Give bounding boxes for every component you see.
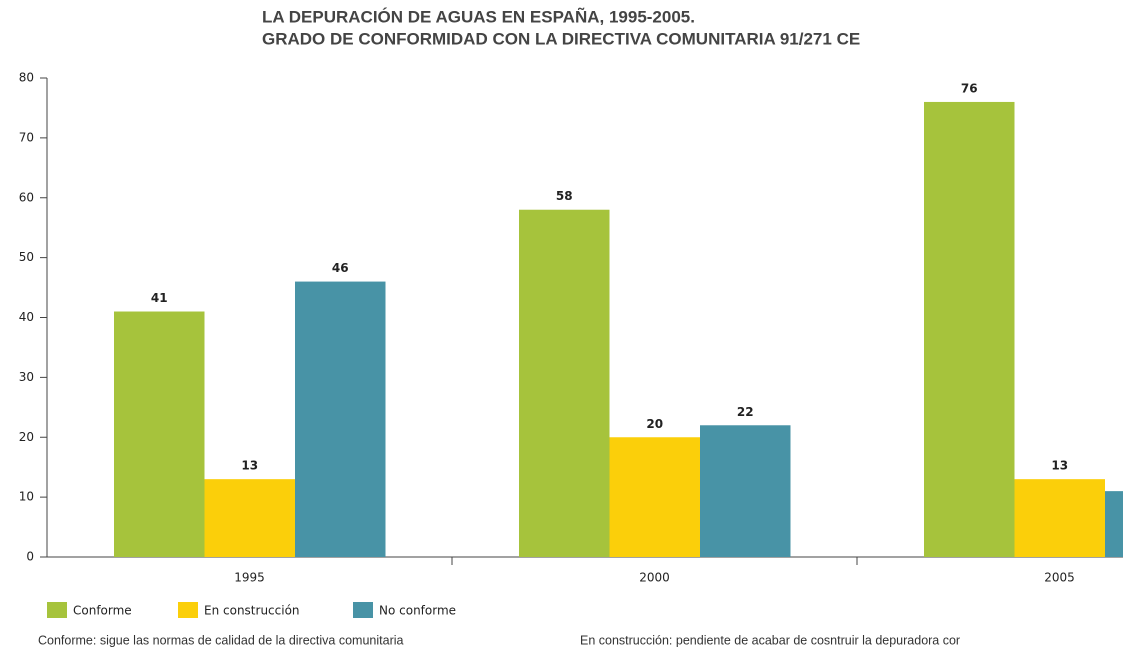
y-tick-label: 50 xyxy=(19,250,34,264)
bar xyxy=(204,479,295,557)
y-tick-label: 30 xyxy=(19,370,34,384)
legend-label: En construcción xyxy=(204,604,300,618)
legend-label: No conforme xyxy=(379,604,456,618)
value-label: 46 xyxy=(332,261,349,275)
x-tick-label: 2005 xyxy=(1044,571,1075,585)
value-label: 13 xyxy=(1051,459,1068,473)
chart-title: LA DEPURACIÓN DE AGUAS EN ESPAÑA, 1995-2… xyxy=(262,6,695,26)
value-label: 76 xyxy=(961,81,978,95)
note: En construcción: pendiente de acabar de … xyxy=(580,633,960,647)
value-label: 13 xyxy=(241,459,258,473)
note: Conforme: sigue las normas de calidad de… xyxy=(38,633,404,647)
bar xyxy=(609,437,700,557)
bar xyxy=(295,281,386,557)
y-tick-label: 80 xyxy=(19,71,34,85)
value-label: 41 xyxy=(151,291,168,305)
x-tick-label: 2000 xyxy=(639,571,670,585)
value-label: 22 xyxy=(737,405,754,419)
bar xyxy=(1014,479,1105,557)
bar xyxy=(114,311,205,557)
legend-label: Conforme xyxy=(73,604,132,618)
y-tick-label: 0 xyxy=(26,550,34,564)
y-tick-label: 60 xyxy=(19,190,34,204)
x-tick-label: 1995 xyxy=(234,571,265,585)
legend-swatch xyxy=(47,602,67,618)
legend-swatch xyxy=(353,602,373,618)
bar xyxy=(519,209,610,557)
y-tick-label: 70 xyxy=(19,130,34,144)
chart-subtitle: GRADO DE CONFORMIDAD CON LA DIRECTIVA CO… xyxy=(262,29,860,48)
value-label: 20 xyxy=(646,417,663,431)
y-tick-label: 40 xyxy=(19,310,34,324)
bar xyxy=(700,425,791,557)
y-tick-label: 10 xyxy=(19,490,34,504)
y-tick-label: 20 xyxy=(19,430,34,444)
bar xyxy=(1105,491,1123,557)
value-label: 58 xyxy=(556,189,573,203)
legend-swatch xyxy=(178,602,198,618)
bar xyxy=(924,101,1015,557)
